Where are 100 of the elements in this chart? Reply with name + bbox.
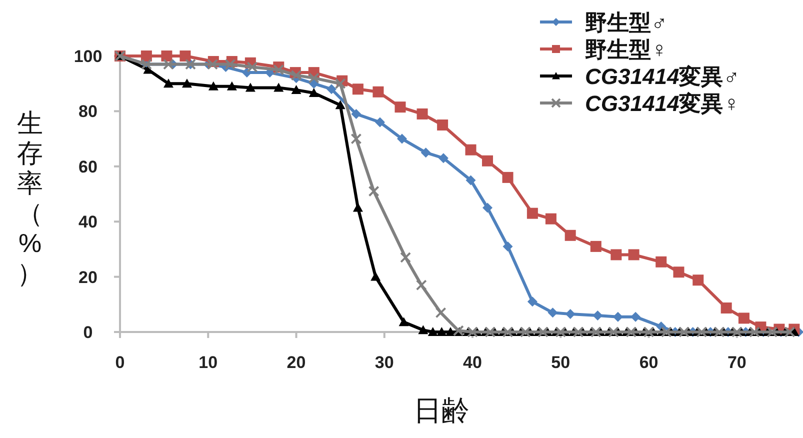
x-tick-label: 60 [639,353,658,372]
point [784,326,796,338]
point [696,326,708,338]
point [731,326,742,338]
point [484,326,496,338]
point [416,280,427,291]
point [161,50,172,62]
point [428,327,438,336]
point [245,82,256,92]
point [545,213,556,224]
point [274,82,284,92]
point [308,88,319,97]
point [610,249,622,260]
point [334,78,346,90]
point [208,81,218,90]
point [720,302,732,314]
x-axis-title: 日齢 [414,395,470,426]
point [466,175,476,186]
point [590,326,602,338]
point [352,202,363,212]
y-tick-label: 80 [78,102,98,122]
point [445,327,456,336]
point [140,50,152,62]
point [565,309,576,320]
y-tick-label: 60 [78,157,98,176]
point [656,256,667,268]
y-tick-label: 0 [83,323,93,342]
point [527,296,538,307]
point [438,153,448,164]
legend-label: 野生型♀ [585,37,668,62]
point [394,102,406,113]
point [538,326,549,338]
point [482,202,492,213]
point [435,307,446,318]
point [416,108,428,120]
legend-label: CG31414変異♀ [585,91,740,116]
point [352,84,364,95]
x-tick-label: 10 [198,353,218,372]
point [372,86,384,98]
point [436,327,447,336]
point [465,144,476,156]
point [626,326,637,338]
point [678,326,690,338]
point [370,272,381,281]
point [326,84,337,94]
point [437,120,448,130]
point [526,208,538,219]
point [502,241,513,252]
point [628,249,640,260]
point [273,64,284,76]
y-tick-label: 40 [78,212,98,232]
point [482,155,493,166]
point [590,240,602,252]
point [502,326,514,338]
x-tick-label: 40 [463,353,482,372]
point [162,58,174,70]
point [467,326,478,338]
point [520,326,531,338]
point [714,326,725,338]
point [418,325,428,334]
point [335,100,346,110]
point [207,58,218,70]
y-axis-title: 生存率（%） [17,108,43,288]
y-tick-label: 20 [78,268,98,287]
point [397,134,408,144]
point [692,274,704,286]
point [246,62,258,73]
point [673,266,684,278]
point [502,172,514,183]
point [291,84,302,94]
point [224,58,236,70]
point [555,326,566,338]
point [548,308,558,318]
point [308,72,320,84]
x-tick-label: 50 [551,353,570,372]
legend-label: 野生型♂ [585,10,668,35]
point [612,312,623,322]
point [630,312,641,322]
x-tick-label: 0 [115,353,125,372]
point [180,50,191,62]
point [660,326,672,338]
point [398,317,409,326]
point [182,78,192,88]
point [374,117,385,128]
x-tick-label: 70 [727,353,746,372]
point [564,230,576,241]
point [766,326,778,338]
point [738,312,750,324]
point [226,81,237,90]
point [351,108,362,119]
x-tick-label: 20 [286,353,306,372]
point [572,326,584,338]
legend-label: CG31414変異♂ [585,64,740,89]
point [420,148,431,158]
point [163,78,174,88]
point [400,252,412,263]
point [608,326,620,338]
point [643,326,654,338]
point [350,133,362,144]
point [592,310,603,320]
